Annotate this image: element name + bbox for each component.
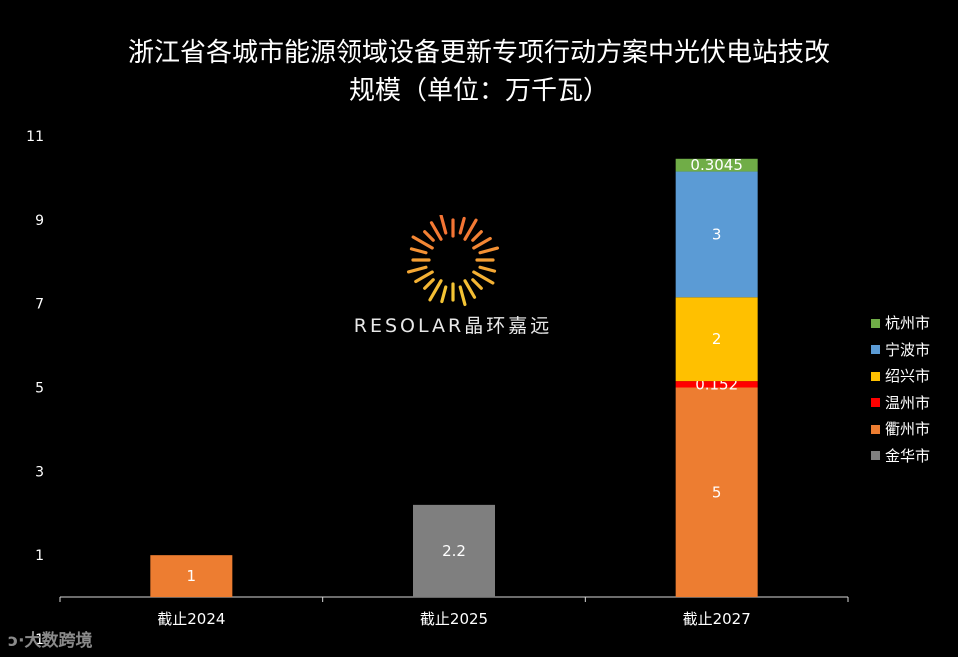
y-tick-label: 7 xyxy=(35,297,44,313)
y-tick-label: -1 xyxy=(30,632,44,648)
bar-segment xyxy=(675,297,758,382)
chart-legend: 杭州市宁波市绍兴市温州市衢州市金华市 xyxy=(871,310,930,469)
chart-title-line-2: 规模（单位：万千瓦） xyxy=(348,76,609,106)
sun-ray xyxy=(478,246,500,255)
sun-ray xyxy=(439,213,448,235)
footer-logo: ↄ·大数跨境 xyxy=(8,626,93,651)
legend-swatch xyxy=(871,398,880,408)
sun-ray xyxy=(406,265,428,274)
y-tick-label: 11 xyxy=(26,129,44,145)
legend-label: 绍兴市 xyxy=(885,367,931,385)
sun-ray xyxy=(429,221,443,241)
legend-item: 温州市 xyxy=(871,390,930,417)
chart-title-line-1: 浙江省各城市能源领域设备更新专项行动方案中光伏电站技改 xyxy=(127,38,830,68)
data-label: 2.2 xyxy=(442,542,466,560)
x-tick-label: 截止2027 xyxy=(683,610,751,628)
sun-ray xyxy=(411,235,434,250)
sun-ray xyxy=(423,278,435,290)
watermark: RESOLAR晶环嘉远 xyxy=(338,213,568,337)
footer-logo-icon: ↄ· xyxy=(8,631,25,651)
legend-label: 杭州市 xyxy=(885,314,931,332)
legend-label: 衢州市 xyxy=(885,420,931,438)
legend-swatch xyxy=(871,318,880,328)
data-label: 0.3045 xyxy=(690,156,743,174)
legend-item: 绍兴市 xyxy=(871,363,930,390)
legend-label: 温州市 xyxy=(885,393,931,412)
sun-ray xyxy=(458,285,467,307)
data-label: 2 xyxy=(712,330,722,348)
bar-segment xyxy=(675,387,758,598)
sun-ray xyxy=(472,236,492,250)
legend-swatch xyxy=(871,371,880,381)
sun-ray xyxy=(423,230,435,242)
sun-ray xyxy=(428,279,443,302)
footer-logo-text: 大数跨境 xyxy=(24,631,93,651)
sun-ray xyxy=(458,216,466,235)
legend-item: 杭州市 xyxy=(871,310,930,337)
chart-title: 浙江省各城市能源领域设备更新专项行动方案中光伏电站技改 规模（单位：万千瓦） xyxy=(0,34,958,110)
data-label: 5 xyxy=(712,483,722,501)
x-tick-label: 截止2025 xyxy=(420,610,488,628)
sun-ray xyxy=(440,285,448,304)
legend-swatch xyxy=(871,424,880,434)
sun-ray xyxy=(463,279,477,299)
sun-ray xyxy=(409,247,428,255)
legend-item: 金华市 xyxy=(871,443,930,470)
bar-segment xyxy=(675,158,758,172)
legend-swatch xyxy=(871,345,880,355)
watermark-text: RESOLAR晶环嘉远 xyxy=(353,315,553,337)
x-tick-label: 截止2024 xyxy=(157,610,225,628)
data-label: 1 xyxy=(187,567,197,585)
y-tick-label: 9 xyxy=(35,213,44,229)
y-tick-label: 5 xyxy=(35,381,44,397)
y-tick-label: 1 xyxy=(35,548,44,564)
bar-segment xyxy=(413,504,495,598)
y-tick-label: 3 xyxy=(35,464,44,480)
legend-label: 金华市 xyxy=(885,446,931,465)
sun-ray xyxy=(463,218,478,241)
legend-label: 宁波市 xyxy=(885,340,931,359)
bar-segment xyxy=(150,555,233,598)
data-label: 3 xyxy=(712,225,722,243)
legend-swatch xyxy=(871,451,880,461)
legend-item: 衢州市 xyxy=(871,416,930,443)
sun-ray xyxy=(478,265,497,273)
sun-ray xyxy=(471,278,483,290)
sun-ray xyxy=(414,270,434,284)
legend-item: 宁波市 xyxy=(871,337,930,364)
bar-segment xyxy=(675,171,758,298)
sun-ray xyxy=(471,230,483,242)
sun-logo-icon xyxy=(406,213,500,307)
bar-segment xyxy=(675,381,758,388)
sun-ray xyxy=(472,270,495,285)
